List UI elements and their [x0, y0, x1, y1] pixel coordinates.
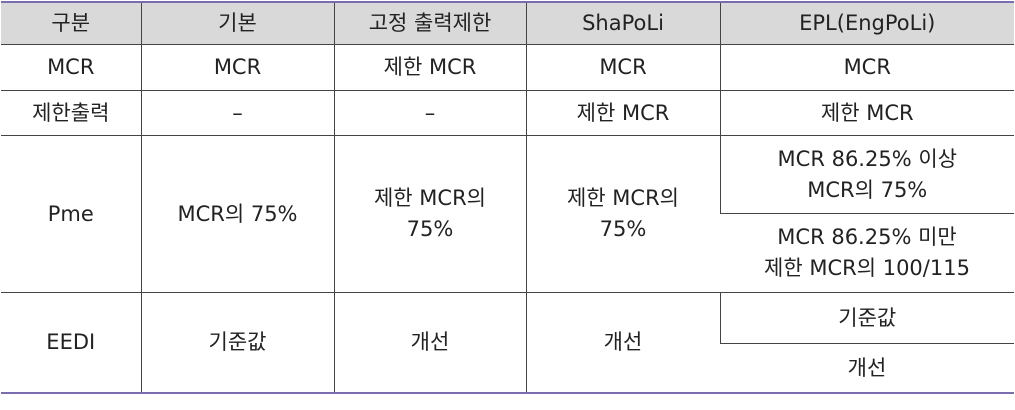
- cell-limited-output-basic: –: [140, 90, 334, 136]
- cell-pme-shapoli: 제한 MCR의 75%: [525, 135, 720, 293]
- cell-mcr-epl: MCR: [719, 44, 1014, 91]
- cell-limited-output-epl: 제한 MCR: [719, 90, 1014, 136]
- row-label-mcr: MCR: [1, 44, 141, 91]
- cell-pme-fixed-limit: 제한 MCR의 75%: [333, 135, 526, 293]
- comparison-table: 구분 기본 고정 출력제한 ShaPoLi EPL(EngPoLi) MCR M…: [1, 1, 1014, 394]
- row-label-eedi: EEDI: [1, 292, 141, 394]
- cell-limited-output-fixed-limit: –: [333, 90, 526, 136]
- header-fixed-limit: 고정 출력제한: [333, 1, 526, 45]
- table-row-mcr: MCR MCR 제한 MCR MCR MCR: [1, 44, 1014, 91]
- cell-pme-fixed-limit-line2: 75%: [406, 217, 454, 241]
- cell-eedi-epl-a: 기준값: [719, 292, 1014, 344]
- cell-pme-epl-below: MCR 86.25% 미만 제한 MCR의 100/115: [720, 213, 1014, 293]
- row-label-pme: Pme: [1, 135, 141, 293]
- cell-pme-epl-below-line1: MCR 86.25% 미만: [777, 225, 957, 249]
- header-row: 구분 기본 고정 출력제한 ShaPoLi EPL(EngPoLi): [1, 1, 1014, 45]
- table-row-limited-output: 제한출력 – – 제한 MCR 제한 MCR: [1, 90, 1014, 136]
- table-row-eedi-sub: 개선: [1, 343, 1014, 394]
- cell-mcr-basic: MCR: [140, 44, 334, 91]
- cell-pme-fixed-limit-line1: 제한 MCR의: [373, 186, 486, 210]
- cell-eedi-epl-b: 개선: [720, 343, 1014, 394]
- table-row-pme: Pme MCR의 75% 제한 MCR의 75% 제한 MCR의 75% MCR…: [1, 135, 1014, 293]
- cell-pme-shapoli-line1: 제한 MCR의: [566, 186, 679, 210]
- header-epl: EPL(EngPoLi): [719, 1, 1014, 45]
- cell-pme-basic: MCR의 75%: [140, 135, 334, 293]
- cell-mcr-shapoli: MCR: [525, 44, 720, 91]
- cell-mcr-fixed-limit: 제한 MCR: [333, 44, 526, 91]
- cell-pme-epl-above-line1: MCR 86.25% 이상: [777, 146, 957, 171]
- cell-pme-epl-above: MCR 86.25% 이상 MCR의 75%: [719, 135, 1014, 214]
- header-category: 구분: [1, 1, 141, 45]
- cell-eedi-basic: 기준값: [140, 292, 334, 394]
- cell-eedi-shapoli: 개선: [525, 292, 720, 394]
- cell-pme-epl-below-line2: 제한 MCR의 100/115: [764, 256, 970, 280]
- cell-pme-shapoli-line2: 75%: [599, 217, 647, 241]
- row-label-limited-output: 제한출력: [1, 90, 141, 136]
- header-basic: 기본: [140, 1, 334, 45]
- table-row-eedi: EEDI 기준값 개선 개선 기준값: [1, 292, 1014, 394]
- table-row-pme-sub: MCR 86.25% 미만 제한 MCR의 100/115: [1, 213, 1014, 293]
- cell-eedi-fixed-limit: 개선: [333, 292, 526, 394]
- header-shapoli: ShaPoLi: [525, 1, 720, 45]
- cell-limited-output-shapoli: 제한 MCR: [525, 90, 720, 136]
- cell-pme-epl-above-line2: MCR의 75%: [807, 177, 928, 202]
